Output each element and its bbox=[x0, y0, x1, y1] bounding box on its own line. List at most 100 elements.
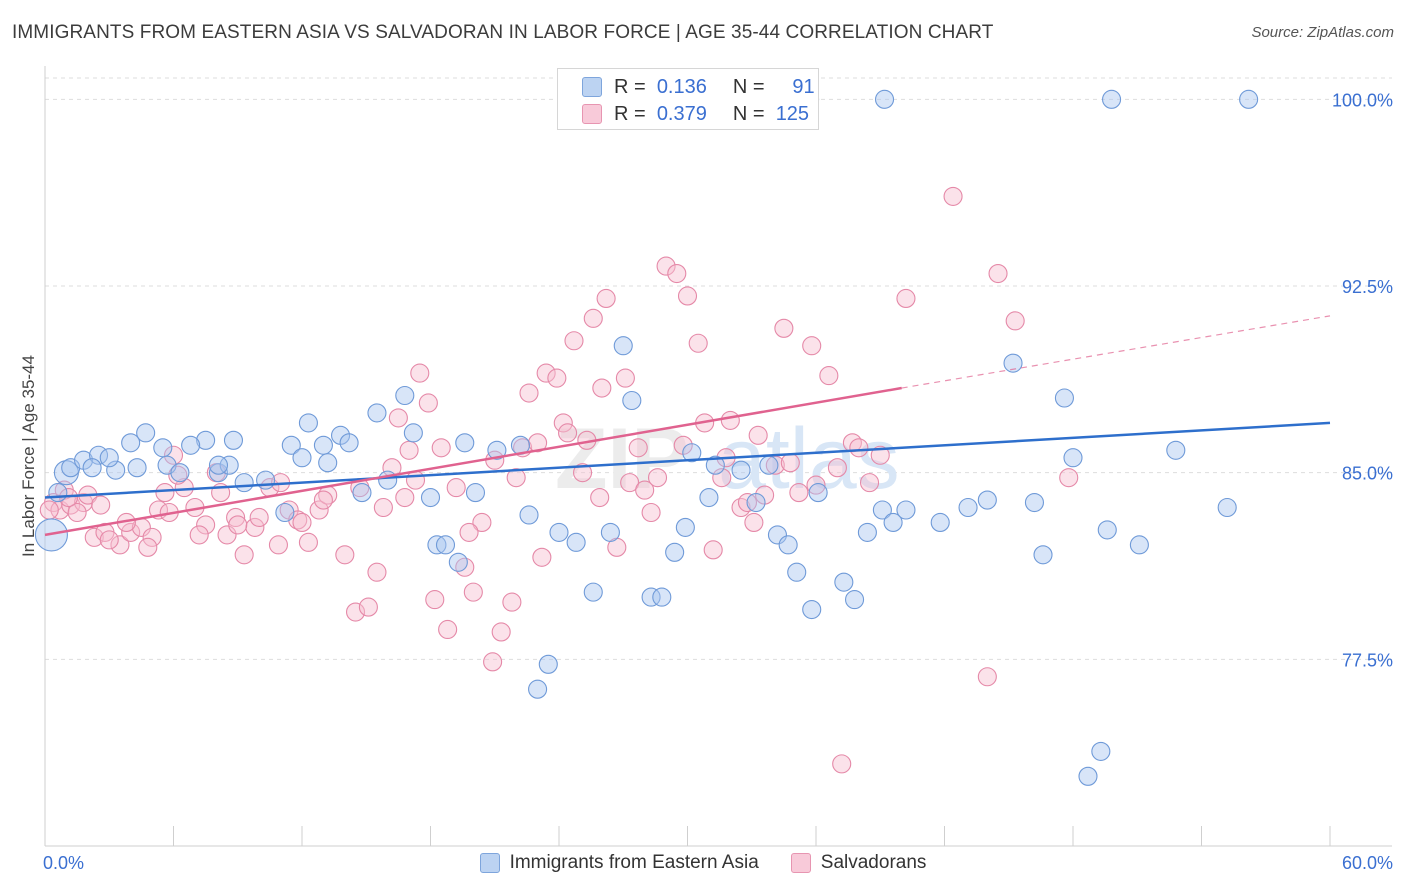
eastern-asia-point bbox=[1078, 766, 1098, 786]
eastern-asia-point bbox=[170, 463, 190, 483]
salvadorans-point bbox=[84, 527, 104, 547]
eastern-asia-point bbox=[339, 433, 359, 453]
salvadorans-point bbox=[491, 622, 511, 642]
salvadorans-point bbox=[641, 502, 661, 523]
axis-labels: 77.5% 85.0% 92.5% 100.0% 0.0% 60.0% In Labor F… bbox=[19, 90, 1393, 873]
eastern-asia-point bbox=[106, 460, 126, 480]
x-tick-label-max: 60.0% bbox=[1342, 853, 1393, 873]
salvadorans-point bbox=[1005, 311, 1025, 331]
salvadorans-point bbox=[943, 186, 963, 206]
eastern-asia-point bbox=[958, 497, 978, 518]
eastern-asia-point bbox=[641, 587, 661, 607]
n-label: N = bbox=[732, 102, 765, 125]
salvadorans-point bbox=[558, 423, 578, 443]
salvadorans-point bbox=[142, 527, 162, 547]
salvadorans-point bbox=[425, 590, 445, 610]
r-label: R = bbox=[614, 75, 646, 98]
salvadorans-point bbox=[703, 540, 723, 560]
eastern-asia-point bbox=[600, 522, 620, 542]
salvadorans-point bbox=[335, 545, 355, 565]
salvadorans-point bbox=[564, 331, 584, 351]
n-label: N = bbox=[732, 75, 765, 98]
x-tick-label-min: 0.0% bbox=[43, 853, 84, 873]
eastern-asia-point bbox=[420, 488, 441, 508]
eastern-asia-point bbox=[1097, 520, 1117, 540]
salvadorans-point bbox=[712, 468, 732, 488]
eastern-asia-point bbox=[566, 532, 586, 552]
eastern-asia-point bbox=[136, 423, 156, 443]
salvadorans-point bbox=[656, 256, 676, 276]
eastern-asia-point bbox=[759, 455, 779, 475]
eastern-asia-point bbox=[778, 535, 798, 555]
legend-swatch-blue bbox=[582, 77, 602, 97]
eastern-asia-point bbox=[1239, 89, 1259, 109]
salvadorans-point bbox=[358, 597, 378, 617]
eastern-asia-point bbox=[435, 535, 456, 555]
salvadorans-point bbox=[309, 500, 329, 520]
salvadorans-point bbox=[446, 478, 466, 498]
eastern-asia-point bbox=[1033, 545, 1053, 565]
eastern-asia-point bbox=[121, 433, 141, 453]
salvadorans-point bbox=[121, 522, 141, 542]
salvadorans-point bbox=[502, 592, 522, 612]
trend-line-eastern-asia bbox=[44, 421, 1331, 499]
eastern-asia-point bbox=[1091, 741, 1111, 761]
salvadorans-point bbox=[138, 537, 158, 557]
salvadorans-point bbox=[226, 507, 246, 528]
salvadorans-point bbox=[988, 264, 1008, 284]
salvadorans-point bbox=[667, 264, 687, 284]
eastern-asia-point bbox=[448, 552, 468, 572]
r-label: R = bbox=[614, 102, 646, 125]
salvadorans-point bbox=[506, 468, 526, 488]
eastern-asia-point bbox=[82, 458, 102, 478]
eastern-asia-point bbox=[857, 522, 877, 542]
salvadorans-point bbox=[189, 525, 209, 545]
eastern-asia-point bbox=[613, 336, 633, 356]
eastern-asia-point bbox=[844, 590, 865, 610]
eastern-asia-point bbox=[1054, 388, 1074, 408]
salvadorans-point bbox=[859, 473, 880, 493]
salvadorans-point bbox=[268, 535, 288, 555]
eastern-asia-point bbox=[313, 435, 333, 455]
salvadorans-point bbox=[99, 530, 119, 550]
salvadorans-point bbox=[592, 378, 612, 398]
salvadorans-point bbox=[174, 478, 194, 498]
salvadorans-point bbox=[532, 547, 552, 567]
axes bbox=[44, 66, 1392, 847]
eastern-asia-point bbox=[181, 435, 201, 455]
eastern-asia-point bbox=[652, 587, 672, 607]
salvadorans-point bbox=[802, 336, 822, 356]
eastern-asia-point bbox=[208, 455, 229, 475]
salvadorans-point bbox=[410, 363, 430, 383]
eastern-asia-point bbox=[1024, 492, 1044, 513]
eastern-asia-point bbox=[318, 453, 338, 473]
salvadorans-point bbox=[455, 557, 475, 577]
salvadorans-point bbox=[731, 497, 751, 518]
salvadorans-point bbox=[688, 333, 708, 353]
salvadorans-point bbox=[628, 438, 648, 458]
eastern-asia-point bbox=[127, 458, 147, 478]
salvadorans-point bbox=[438, 619, 458, 640]
salvadorans-point bbox=[896, 288, 916, 308]
salvadorans-point bbox=[596, 288, 616, 308]
salvadorans-point bbox=[832, 754, 852, 774]
salvadorans-point bbox=[399, 440, 419, 460]
eastern-asia-point bbox=[896, 500, 916, 520]
eastern-asia-point bbox=[223, 430, 244, 450]
legend-item-salvadorans[interactable]: Salvadorans bbox=[790, 852, 926, 874]
salvadorans-point bbox=[463, 582, 483, 602]
grid bbox=[45, 77, 1392, 660]
eastern-asia-point bbox=[1166, 440, 1186, 460]
salvadorans-point bbox=[780, 453, 800, 473]
legend-item-eastern-asia[interactable]: Immigrants from Eastern Asia bbox=[479, 852, 759, 874]
trend-line-salvadorans bbox=[44, 386, 902, 537]
salvadorans-points bbox=[39, 186, 1079, 774]
eastern-asia-point bbox=[281, 435, 301, 455]
chart-title: IMMIGRANTS FROM EASTERN ASIA VS SALVADOR… bbox=[12, 22, 994, 43]
salvadorans-point bbox=[168, 465, 188, 485]
eastern-asia-point bbox=[298, 413, 318, 433]
salvadorans-point bbox=[405, 470, 426, 490]
eastern-asia-point bbox=[549, 522, 569, 542]
salvadorans-point bbox=[590, 488, 610, 508]
legend-label: Immigrants from Eastern Asia bbox=[509, 852, 759, 873]
